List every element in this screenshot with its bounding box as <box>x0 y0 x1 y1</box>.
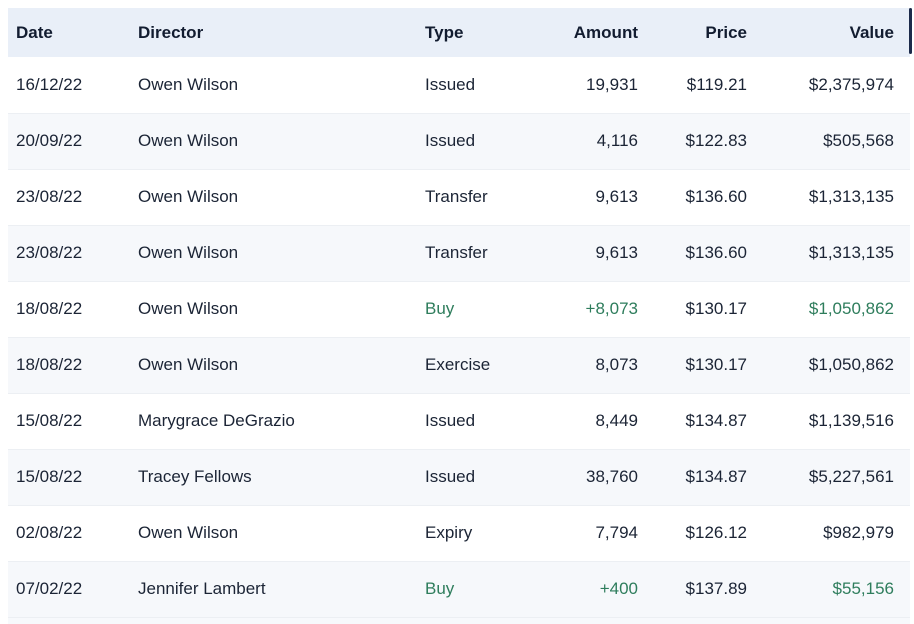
cell-price: $126.12 <box>646 504 755 561</box>
cell-amount: 4,116 <box>519 112 646 169</box>
cell-date: 15/08/22 <box>8 392 130 449</box>
cell-date: 23/08/22 <box>8 168 130 225</box>
cell-date: 07/02/22 <box>8 560 130 617</box>
table-header-row: Date Director Type Amount Price Value <box>8 8 910 57</box>
table-row: 07/02/22 Jennifer Lambert Buy +400 $137.89 $5… <box>8 560 910 617</box>
cell-date: 18/08/22 <box>8 336 130 393</box>
cell-director: Jennifer Lambert <box>130 560 417 617</box>
cell-price: $122.83 <box>646 112 755 169</box>
cell-price: $134.87 <box>646 392 755 449</box>
cell-type: Expiry <box>417 504 519 561</box>
cell-amount: +400 <box>519 560 646 617</box>
cell-amount: 7,794 <box>519 504 646 561</box>
cell-price: $137.89 <box>646 560 755 617</box>
cell-type: Transfer <box>417 224 519 281</box>
cell-type: Exercise <box>417 336 519 393</box>
cell-director: Owen Wilson <box>130 336 417 393</box>
cell-type: Issued <box>417 112 519 169</box>
cell-amount: 9,613 <box>519 168 646 225</box>
table-row: 18/08/22 Owen Wilson Buy +8,073 $130.17 $1,05… <box>8 280 910 337</box>
cell-type: Issued <box>425 74 476 94</box>
table-row: 18/08/22 Owen Wilson Exercise 8,073 $130.17 $… <box>8 336 910 393</box>
cell-price: $136.60 <box>646 168 755 225</box>
directors-transactions-table: Date Director Type Amount Price Value 16/12/2… <box>8 8 910 617</box>
table-row: 23/08/22 Owen Wilson Transfer 9,613 $136.60 $… <box>8 168 910 225</box>
cell-type: Transfer <box>417 168 519 225</box>
cell-director: Marygrace DeGrazio <box>130 392 417 449</box>
cell-type: Buy <box>417 280 519 337</box>
cell-type: Issued <box>417 392 519 449</box>
table-body: 16/12/22 Owen Wilson Issued 19,931 $119.21 $2… <box>8 57 910 617</box>
cell-amount: 8,449 <box>519 392 646 449</box>
column-header-type: Type <box>417 8 519 57</box>
cell-value: $1,050,862 <box>755 280 910 337</box>
cell-value: $505,568 <box>755 112 910 169</box>
cell-date: 20/09/22 <box>8 112 130 169</box>
cell-director: Owen Wilson <box>130 112 417 169</box>
cell-date: 16/12/22 <box>16 74 83 94</box>
cell-date: 18/08/22 <box>8 280 130 337</box>
cell-type: Buy <box>417 560 519 617</box>
table-row: 15/08/22 Marygrace DeGrazio Issued 8,449 $13… <box>8 392 910 449</box>
cell-amount: 19,931 <box>586 74 638 94</box>
column-header-amount: Amount <box>519 8 646 57</box>
column-header-value: Value <box>755 8 910 57</box>
cell-value: $1,313,135 <box>755 224 910 281</box>
cell-value: $1,313,135 <box>755 168 910 225</box>
column-header-price: Price <box>646 8 755 57</box>
cell-director: Owen Wilson <box>130 224 417 281</box>
cell-director: Tracey Fellows <box>130 448 417 505</box>
cell-value: $2,375,974 <box>808 74 894 94</box>
cell-value: $982,979 <box>755 504 910 561</box>
column-header-director: Director <box>130 8 417 57</box>
table-row: 16/12/22 Owen Wilson Issued 19,931 $119.21 $2… <box>8 57 910 113</box>
cell-date: 23/08/22 <box>8 224 130 281</box>
cell-value: $1,050,862 <box>755 336 910 393</box>
cell-director: Owen Wilson <box>130 168 417 225</box>
cell-date: 15/08/22 <box>8 448 130 505</box>
cell-date: 02/08/22 <box>8 504 130 561</box>
cell-amount: 8,073 <box>519 336 646 393</box>
cell-director: Owen Wilson <box>130 280 417 337</box>
cell-price: $130.17 <box>646 336 755 393</box>
scrollbar-thumb[interactable] <box>909 8 912 54</box>
cell-director: Owen Wilson <box>138 74 239 94</box>
cell-value: $1,139,516 <box>755 392 910 449</box>
cell-director: Owen Wilson <box>130 504 417 561</box>
cell-price: $130.17 <box>646 280 755 337</box>
table-row: 20/09/22 Owen Wilson Issued 4,116 $122.83 $50… <box>8 112 910 169</box>
cell-price: $119.21 <box>686 74 747 94</box>
column-header-date: Date <box>8 8 130 57</box>
partial-next-row <box>8 617 910 624</box>
cell-amount: 38,760 <box>519 448 646 505</box>
table-row: 23/08/22 Owen Wilson Transfer 9,613 $136.60 $… <box>8 224 910 281</box>
cell-amount: 9,613 <box>519 224 646 281</box>
cell-value: $55,156 <box>755 560 910 617</box>
cell-price: $136.60 <box>646 224 755 281</box>
cell-price: $134.87 <box>646 448 755 505</box>
table-row: 15/08/22 Tracey Fellows Issued 38,760 $134.8… <box>8 448 910 505</box>
cell-amount: +8,073 <box>519 280 646 337</box>
cell-type: Issued <box>417 448 519 505</box>
cell-value: $5,227,561 <box>755 448 910 505</box>
table-row: 02/08/22 Owen Wilson Expiry 7,794 $126.12 $98… <box>8 504 910 561</box>
